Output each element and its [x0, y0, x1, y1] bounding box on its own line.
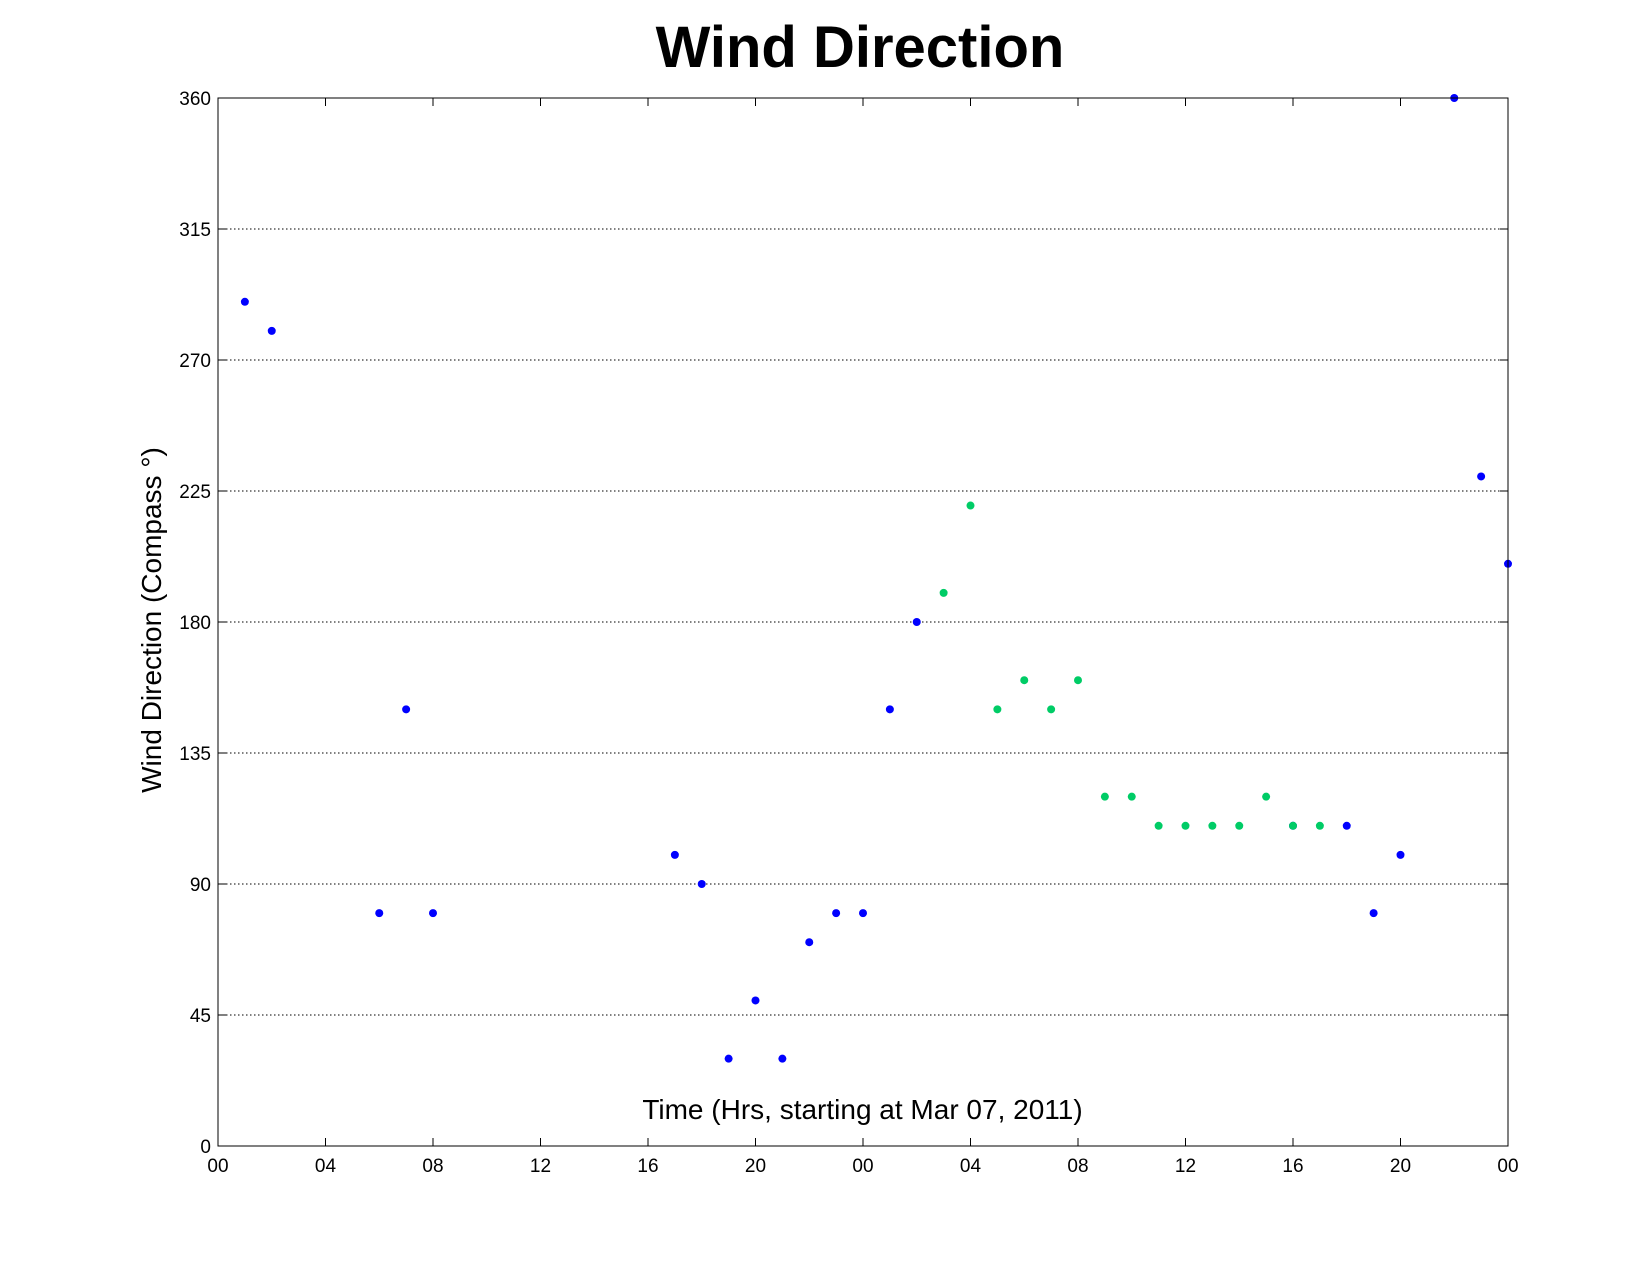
data-point — [240, 297, 249, 306]
x-tick-label: 00 — [852, 1156, 873, 1177]
data-point — [1181, 821, 1190, 830]
data-point — [1127, 792, 1136, 801]
x-tick-label: 00 — [207, 1156, 228, 1177]
y-tick-label: 315 — [179, 220, 211, 241]
data-point — [267, 326, 276, 335]
data-point — [1315, 821, 1324, 830]
data-point — [697, 880, 706, 888]
y-tick-label: 45 — [190, 1006, 211, 1027]
data-point — [805, 938, 814, 947]
data-point — [778, 1054, 787, 1063]
x-tick-label: 20 — [1390, 1156, 1411, 1177]
data-point — [724, 1054, 733, 1063]
data-point — [1369, 909, 1378, 918]
data-point — [1477, 472, 1486, 481]
data-point — [1074, 676, 1082, 685]
x-tick-label: 04 — [315, 1156, 337, 1177]
data-point — [859, 909, 867, 918]
x-tick-label: 16 — [1282, 1156, 1303, 1177]
y-tick-label: 270 — [179, 351, 211, 372]
data-point — [429, 909, 437, 918]
data-point — [1289, 821, 1297, 830]
data-point — [1100, 792, 1109, 801]
x-tick-label: 20 — [745, 1156, 766, 1177]
data-point — [1208, 821, 1217, 830]
data-point — [966, 501, 975, 510]
data-point — [1020, 676, 1029, 685]
data-point — [402, 705, 411, 714]
data-point — [993, 705, 1002, 714]
data-point — [375, 909, 384, 918]
points-layer — [240, 94, 1512, 1063]
chart-title: Wind Direction — [655, 15, 1065, 80]
data-point — [1235, 821, 1244, 830]
data-point — [939, 588, 948, 597]
y-tick-label: 180 — [179, 613, 211, 634]
x-tick-label: 04 — [960, 1156, 982, 1177]
data-point — [912, 618, 921, 626]
axis-layer: 0 45 90 135 180 225 270 315 360 00 04 08 12 16 20 00 04 0… — [179, 89, 1518, 1177]
y-tick-label: 360 — [179, 89, 211, 110]
x-tick-label: 16 — [637, 1156, 658, 1177]
x-tick-label: 12 — [530, 1156, 551, 1177]
data-point — [1154, 821, 1163, 830]
x-tick-label: 12 — [1175, 1156, 1196, 1177]
data-point — [832, 909, 841, 918]
x-axis-label: Time (Hrs, starting at Mar 07, 2011) — [642, 1094, 1083, 1125]
plot-frame — [217, 97, 1509, 1147]
data-point — [1342, 821, 1351, 830]
data-point — [751, 996, 760, 1005]
x-tick-label: 08 — [422, 1156, 443, 1177]
y-tick-label: 225 — [179, 482, 211, 503]
x-tick-label: 08 — [1067, 1156, 1088, 1177]
data-point — [1396, 850, 1405, 859]
x-tick-label: 00 — [1497, 1156, 1518, 1177]
data-point — [1262, 792, 1271, 801]
data-point — [670, 850, 679, 859]
data-point — [1047, 705, 1056, 714]
grid-layer — [218, 228, 1508, 1016]
y-tick-label: 90 — [190, 875, 211, 896]
y-tick-label: 0 — [200, 1137, 211, 1158]
data-point — [885, 705, 894, 714]
y-tick-label: 135 — [179, 744, 211, 765]
